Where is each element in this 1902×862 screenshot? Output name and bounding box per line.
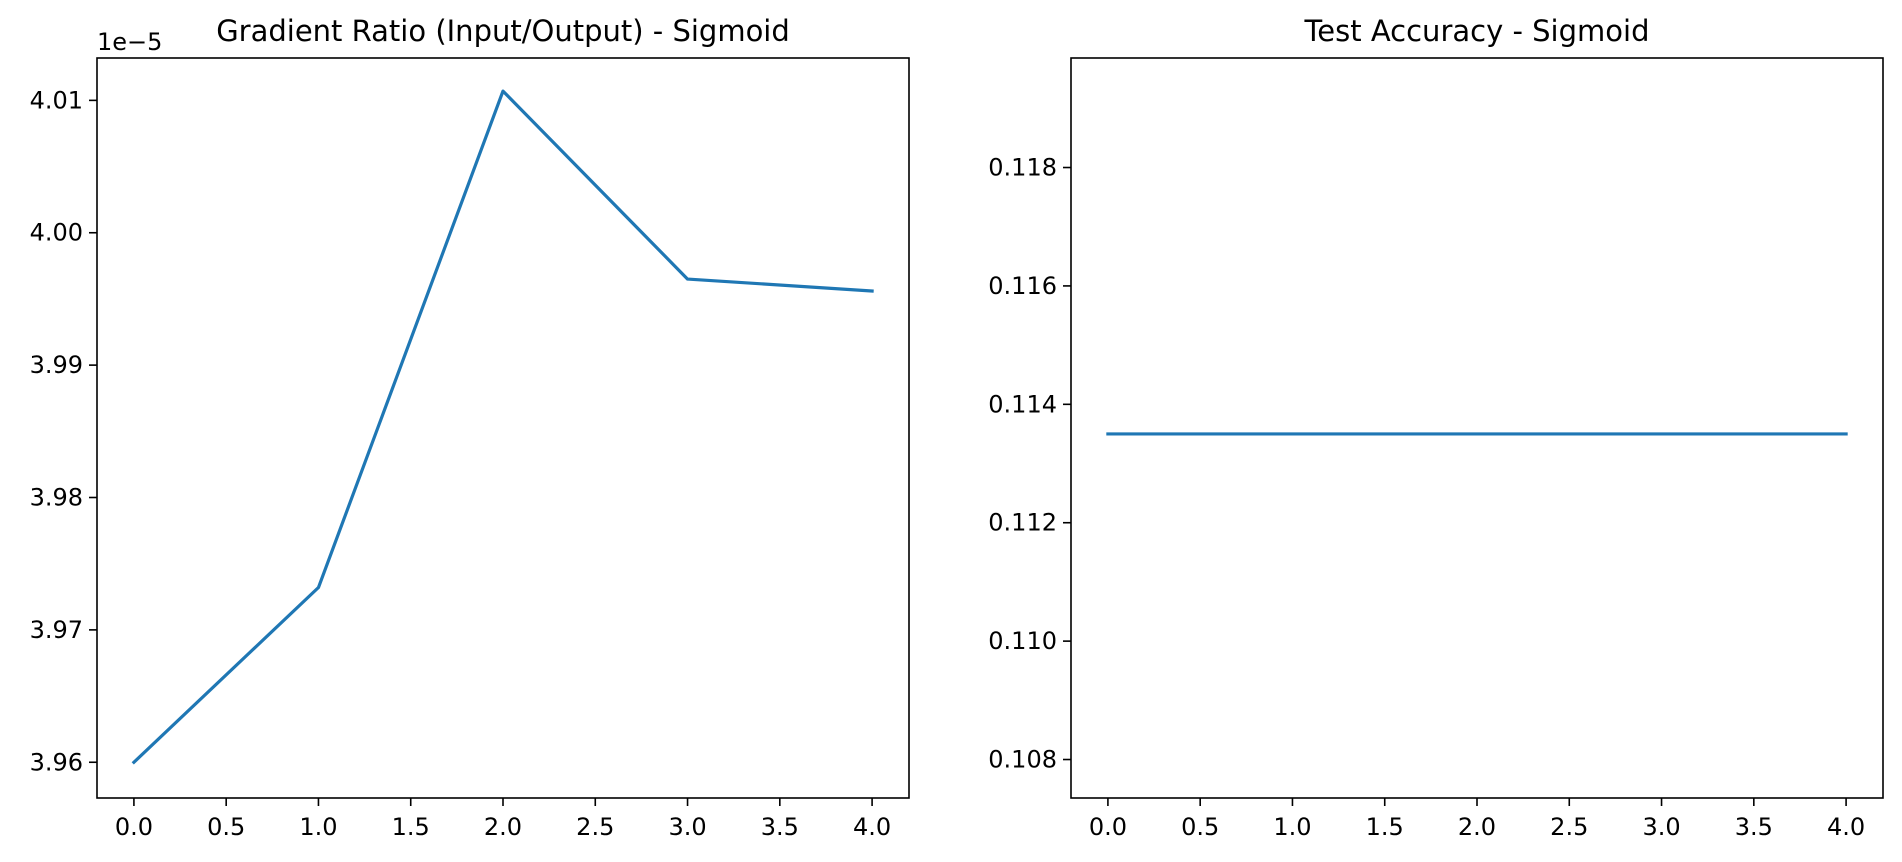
chart-title: Gradient Ratio (Input/Output) - Sigmoid	[216, 14, 790, 48]
y-ticks: 0.108 0.110 0.112 0.114 0.116 0.118	[988, 154, 1071, 774]
x-ticks: 0.0 0.5 1.0 1.5 2.0 2.5 3.0 3.5 4.0	[1089, 798, 1865, 841]
plot-lines	[131, 89, 874, 765]
plot-frame	[1070, 57, 1884, 799]
series-line	[131, 89, 874, 765]
x-tick-label: 0.5	[1181, 813, 1219, 841]
x-tick-label: 2.5	[1550, 813, 1588, 841]
y-tick-label: 3.98	[30, 483, 83, 511]
x-tick-label: 3.5	[761, 813, 799, 841]
y-tick-label: 4.01	[30, 86, 83, 114]
y-tick-label: 0.112	[988, 509, 1057, 537]
x-tick-label: 2.5	[576, 813, 614, 841]
x-tick-label: 2.0	[1458, 813, 1496, 841]
x-tick-label: 3.0	[668, 813, 706, 841]
x-tick-label: 1.5	[392, 813, 430, 841]
x-tick-label: 4.0	[853, 813, 891, 841]
x-tick-label: 1.5	[1366, 813, 1404, 841]
y-tick-label: 0.114	[988, 390, 1057, 418]
y-tick-label: 3.99	[30, 351, 83, 379]
chart-gradient-ratio: Gradient Ratio (Input/Output) - Sigmoid …	[30, 14, 910, 841]
chart-test-accuracy: Test Accuracy - Sigmoid 0.0 0.5 1.0 1.5 2.0 2…	[988, 14, 1884, 841]
x-tick-label: 3.0	[1642, 813, 1680, 841]
y-tick-label: 0.118	[988, 154, 1057, 182]
x-tick-label: 1.0	[1273, 813, 1311, 841]
y-tick-label: 0.108	[988, 746, 1057, 774]
x-tick-label: 3.5	[1735, 813, 1773, 841]
y-offset-label: 1e−5	[97, 28, 162, 56]
x-tick-label: 0.0	[115, 813, 153, 841]
x-tick-label: 4.0	[1827, 813, 1865, 841]
x-tick-label: 0.0	[1089, 813, 1127, 841]
x-tick-label: 1.0	[299, 813, 337, 841]
y-tick-label: 3.96	[30, 748, 83, 776]
y-ticks: 3.96 3.97 3.98 3.99 4.00 4.01	[30, 86, 97, 776]
y-tick-label: 3.97	[30, 616, 83, 644]
chart-title: Test Accuracy - Sigmoid	[1304, 14, 1650, 48]
x-tick-label: 0.5	[207, 813, 245, 841]
x-ticks: 0.0 0.5 1.0 1.5 2.0 2.5 3.0 3.5 4.0	[115, 798, 891, 841]
x-tick-label: 2.0	[484, 813, 522, 841]
plot-frame	[96, 57, 910, 799]
y-tick-label: 0.116	[988, 272, 1057, 300]
y-tick-label: 4.00	[30, 219, 83, 247]
y-tick-label: 0.110	[988, 627, 1057, 655]
